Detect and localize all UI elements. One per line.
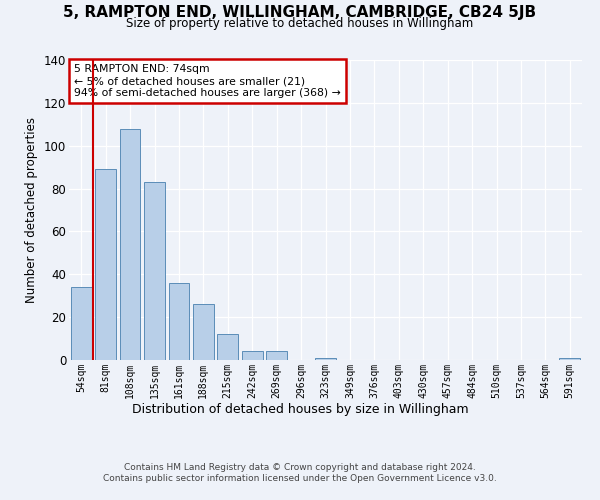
Text: Distribution of detached houses by size in Willingham: Distribution of detached houses by size … — [131, 402, 469, 415]
Text: 5 RAMPTON END: 74sqm
← 5% of detached houses are smaller (21)
94% of semi-detach: 5 RAMPTON END: 74sqm ← 5% of detached ho… — [74, 64, 341, 98]
Text: Contains public sector information licensed under the Open Government Licence v3: Contains public sector information licen… — [103, 474, 497, 483]
Y-axis label: Number of detached properties: Number of detached properties — [25, 117, 38, 303]
Bar — [119, 128, 140, 360]
Text: 5, RAMPTON END, WILLINGHAM, CAMBRIDGE, CB24 5JB: 5, RAMPTON END, WILLINGHAM, CAMBRIDGE, C… — [64, 5, 536, 20]
Bar — [71, 287, 92, 360]
Bar — [217, 334, 238, 360]
Bar — [169, 283, 190, 360]
Text: Size of property relative to detached houses in Willingham: Size of property relative to detached ho… — [127, 18, 473, 30]
Bar — [559, 358, 580, 360]
Bar — [95, 170, 116, 360]
Bar — [193, 304, 214, 360]
Bar — [315, 358, 336, 360]
Bar — [266, 352, 287, 360]
Text: Contains HM Land Registry data © Crown copyright and database right 2024.: Contains HM Land Registry data © Crown c… — [124, 462, 476, 471]
Bar — [144, 182, 165, 360]
Bar — [242, 352, 263, 360]
